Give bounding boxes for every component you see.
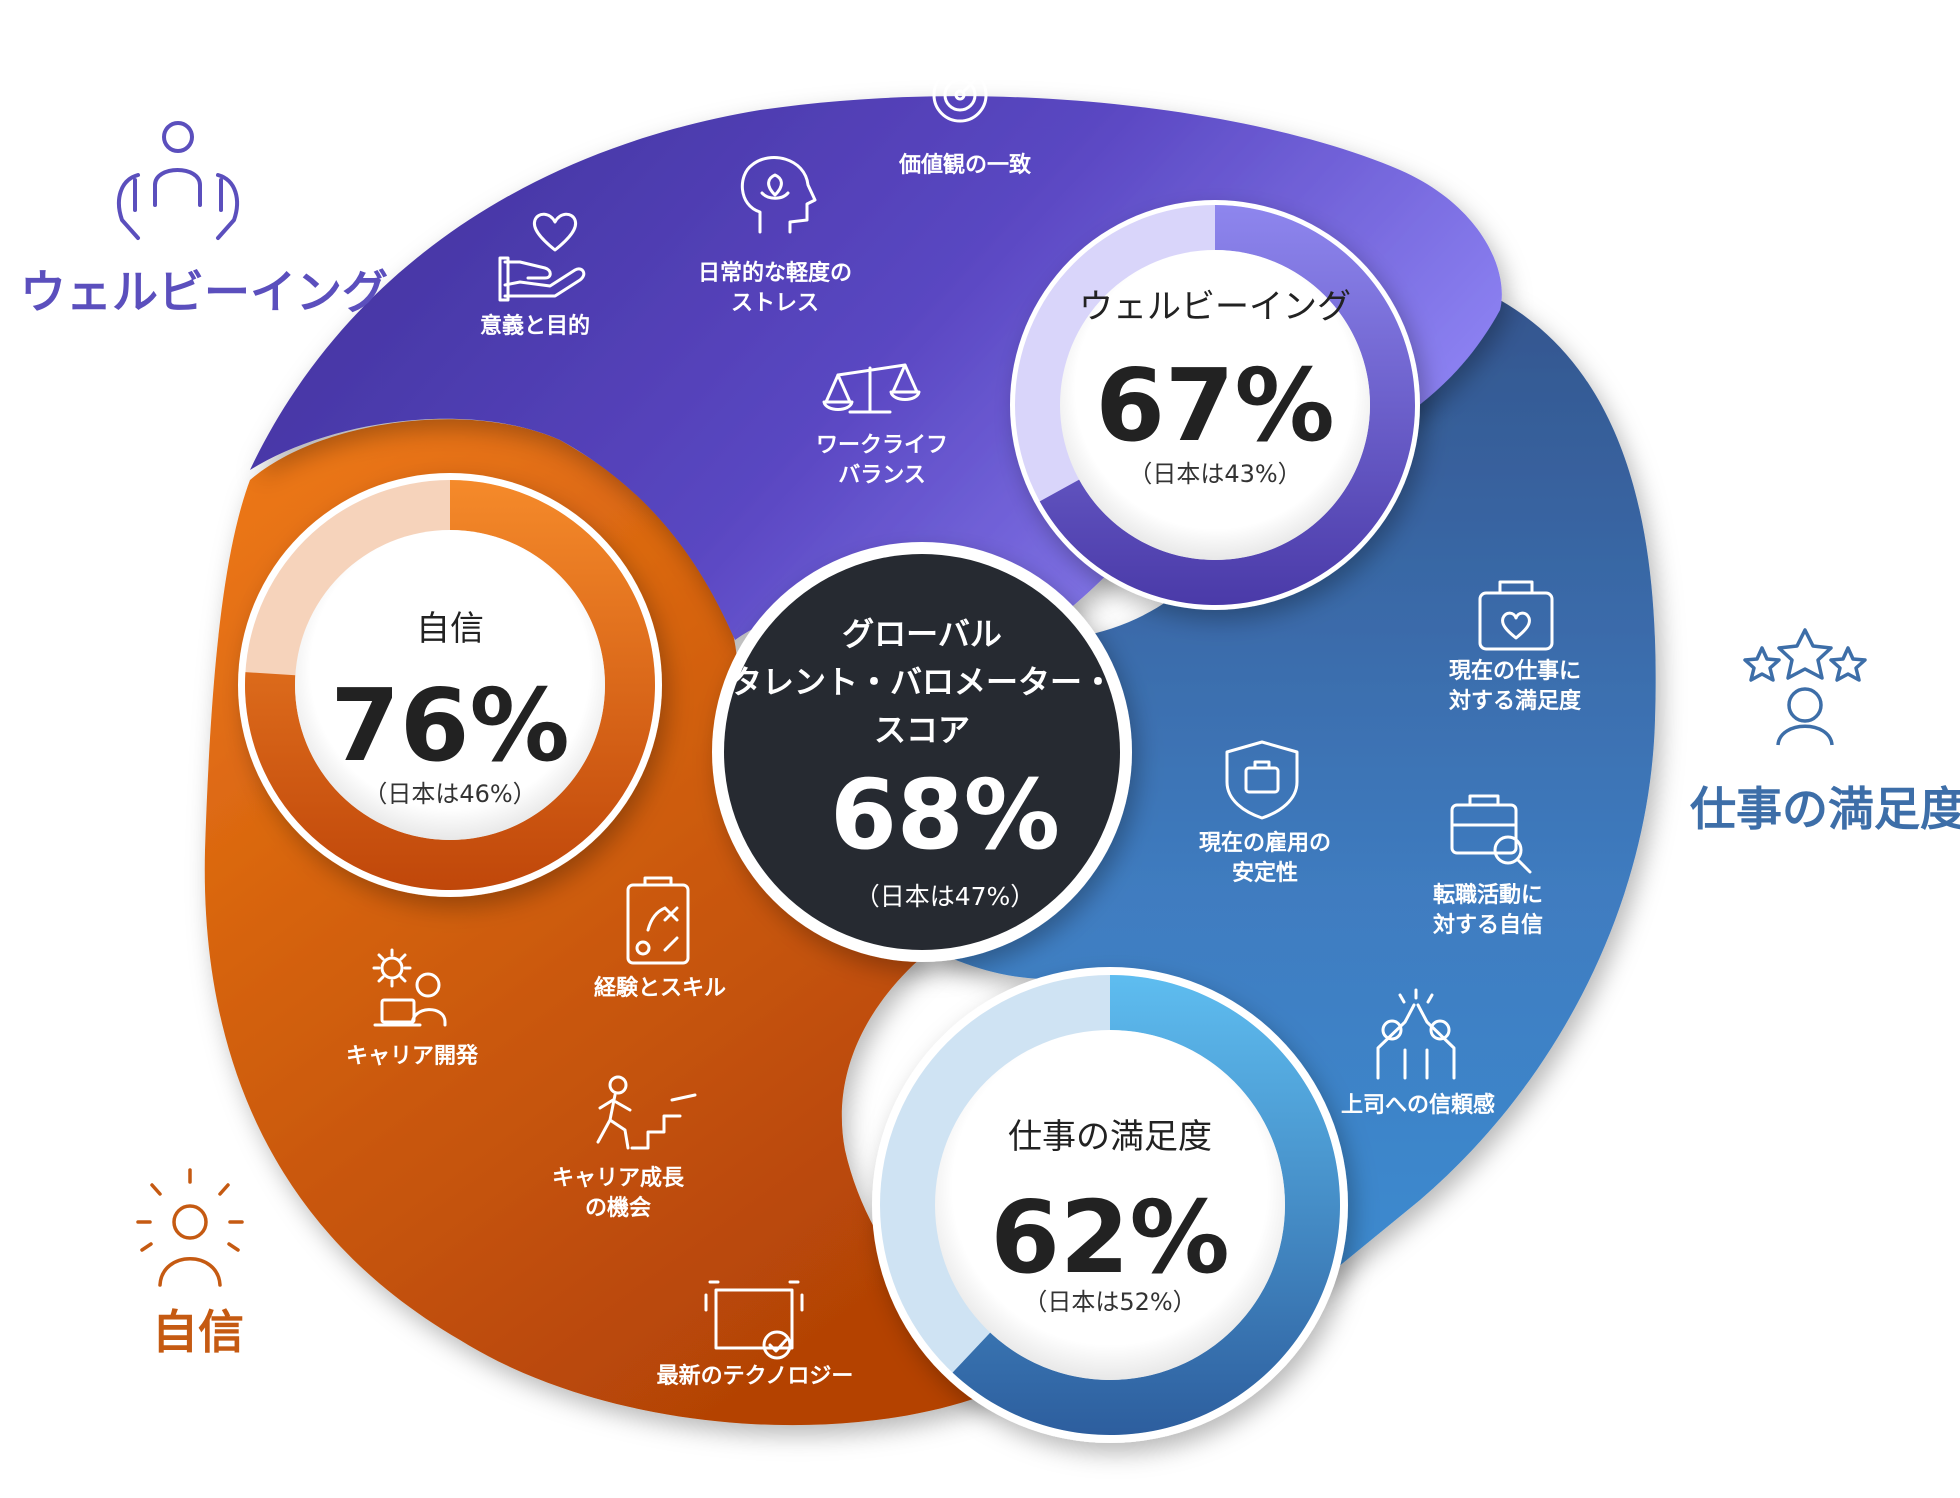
side-label-confidence-text: 自信 [152, 1305, 244, 1359]
center-title-line-3: スコア [874, 711, 970, 749]
factor-label: 対する自信 [1433, 912, 1543, 938]
stars-person-icon [1743, 628, 1867, 746]
ring-wellbeing-title: ウェルビーイング [1079, 287, 1351, 327]
factor-label: 最新のテクノロジー [657, 1363, 854, 1389]
ring-confidence-japan: （日本は46%） [363, 780, 536, 808]
ring-confidence: 自信 76% （日本は46%） [238, 473, 662, 897]
strategy-board-icon [626, 876, 690, 965]
ring-confidence-title: 自信 [416, 609, 484, 649]
ring-job-satisfaction-japan: （日本は52%） [1023, 1288, 1196, 1316]
heart-hand-icon [498, 212, 586, 302]
side-label-wellbeing-text: ウェルビーイング [20, 265, 388, 319]
factor-label: ストレス [731, 291, 819, 316]
person-hands-icon [117, 121, 239, 240]
ring-wellbeing-japan: （日本は43%） [1128, 460, 1301, 488]
ring-job-satisfaction-title: 仕事の満足度 [1008, 1117, 1212, 1157]
target-icon [932, 56, 999, 123]
factor-label: 経験とスキル [594, 975, 726, 1001]
factor-labels-job-satisfaction: 現在の仕事に 対する満足度 現在の雇用の 安定性 転職活動に 対する自信 上司へ… [1199, 658, 1582, 1118]
briefcase-search-icon [1450, 794, 1532, 874]
factor-label: 安定性 [1232, 860, 1298, 886]
factor-label: 現在の仕事に [1449, 658, 1581, 684]
center-value: 68% [830, 759, 1060, 871]
center-score: グローバル タレント・バロメーター・ スコア 68% （日本は47%） [712, 542, 1132, 962]
side-label-job-satisfaction-text: 仕事の満足度 [1690, 782, 1960, 836]
factor-label: キャリア成長 [552, 1166, 685, 1191]
person-stairs-icon [596, 1075, 697, 1150]
factor-labels-wellbeing: 価値観の一致 日常的な軽度の ストレス 意義と目的 ワークライフ バランス [480, 152, 1032, 488]
side-label-confidence: 自信 [136, 1168, 244, 1359]
radiant-person-icon [136, 1168, 244, 1287]
side-label-job-satisfaction: 仕事の満足度 [1690, 628, 1960, 836]
laptop-check-icon [704, 1280, 804, 1360]
factor-label: 対する満足度 [1449, 688, 1582, 714]
factor-label: キャリア開発 [346, 1044, 479, 1069]
factor-label: 意義と目的 [480, 313, 590, 339]
ring-wellbeing-value: 67% [1095, 347, 1334, 464]
factor-label: ワークライフ [816, 433, 948, 458]
factor-label: 現在の雇用の [1199, 830, 1331, 856]
factor-label: 転職活動に [1433, 882, 1543, 908]
factor-label: 価値観の一致 [898, 152, 1032, 178]
center-title-line-2: タレント・バロメーター・ [730, 663, 1114, 701]
ring-confidence-value: 76% [330, 667, 569, 784]
ring-job-satisfaction-fill [952, 975, 1340, 1436]
center-japan: （日本は47%） [855, 882, 1036, 911]
ring-job-satisfaction: 仕事の満足度 62% （日本は52%） [872, 967, 1348, 1443]
ring-job-satisfaction-value: 62% [990, 1179, 1229, 1296]
center-title-line-1: グローバル [842, 615, 1002, 653]
factor-label: の機会 [585, 1195, 651, 1221]
side-label-wellbeing: ウェルビーイング [20, 121, 388, 319]
factor-label: 日常的な軽度の [698, 260, 852, 286]
factor-label: バランス [838, 463, 926, 488]
high-five-icon [1376, 988, 1456, 1080]
gear-person-laptop-icon [372, 948, 447, 1027]
factor-label: 上司への信頼感 [1341, 1092, 1495, 1118]
briefcase-heart-icon [1478, 580, 1554, 651]
ring-wellbeing: ウェルビーイング 67% （日本は43%） [1010, 200, 1420, 610]
shield-briefcase-icon [1225, 740, 1299, 820]
head-lotus-icon [740, 156, 817, 234]
factor-labels-confidence: 経験とスキル キャリア開発 キャリア成長 の機会 最新のテクノロジー [346, 975, 853, 1389]
scales-icon [822, 363, 921, 414]
